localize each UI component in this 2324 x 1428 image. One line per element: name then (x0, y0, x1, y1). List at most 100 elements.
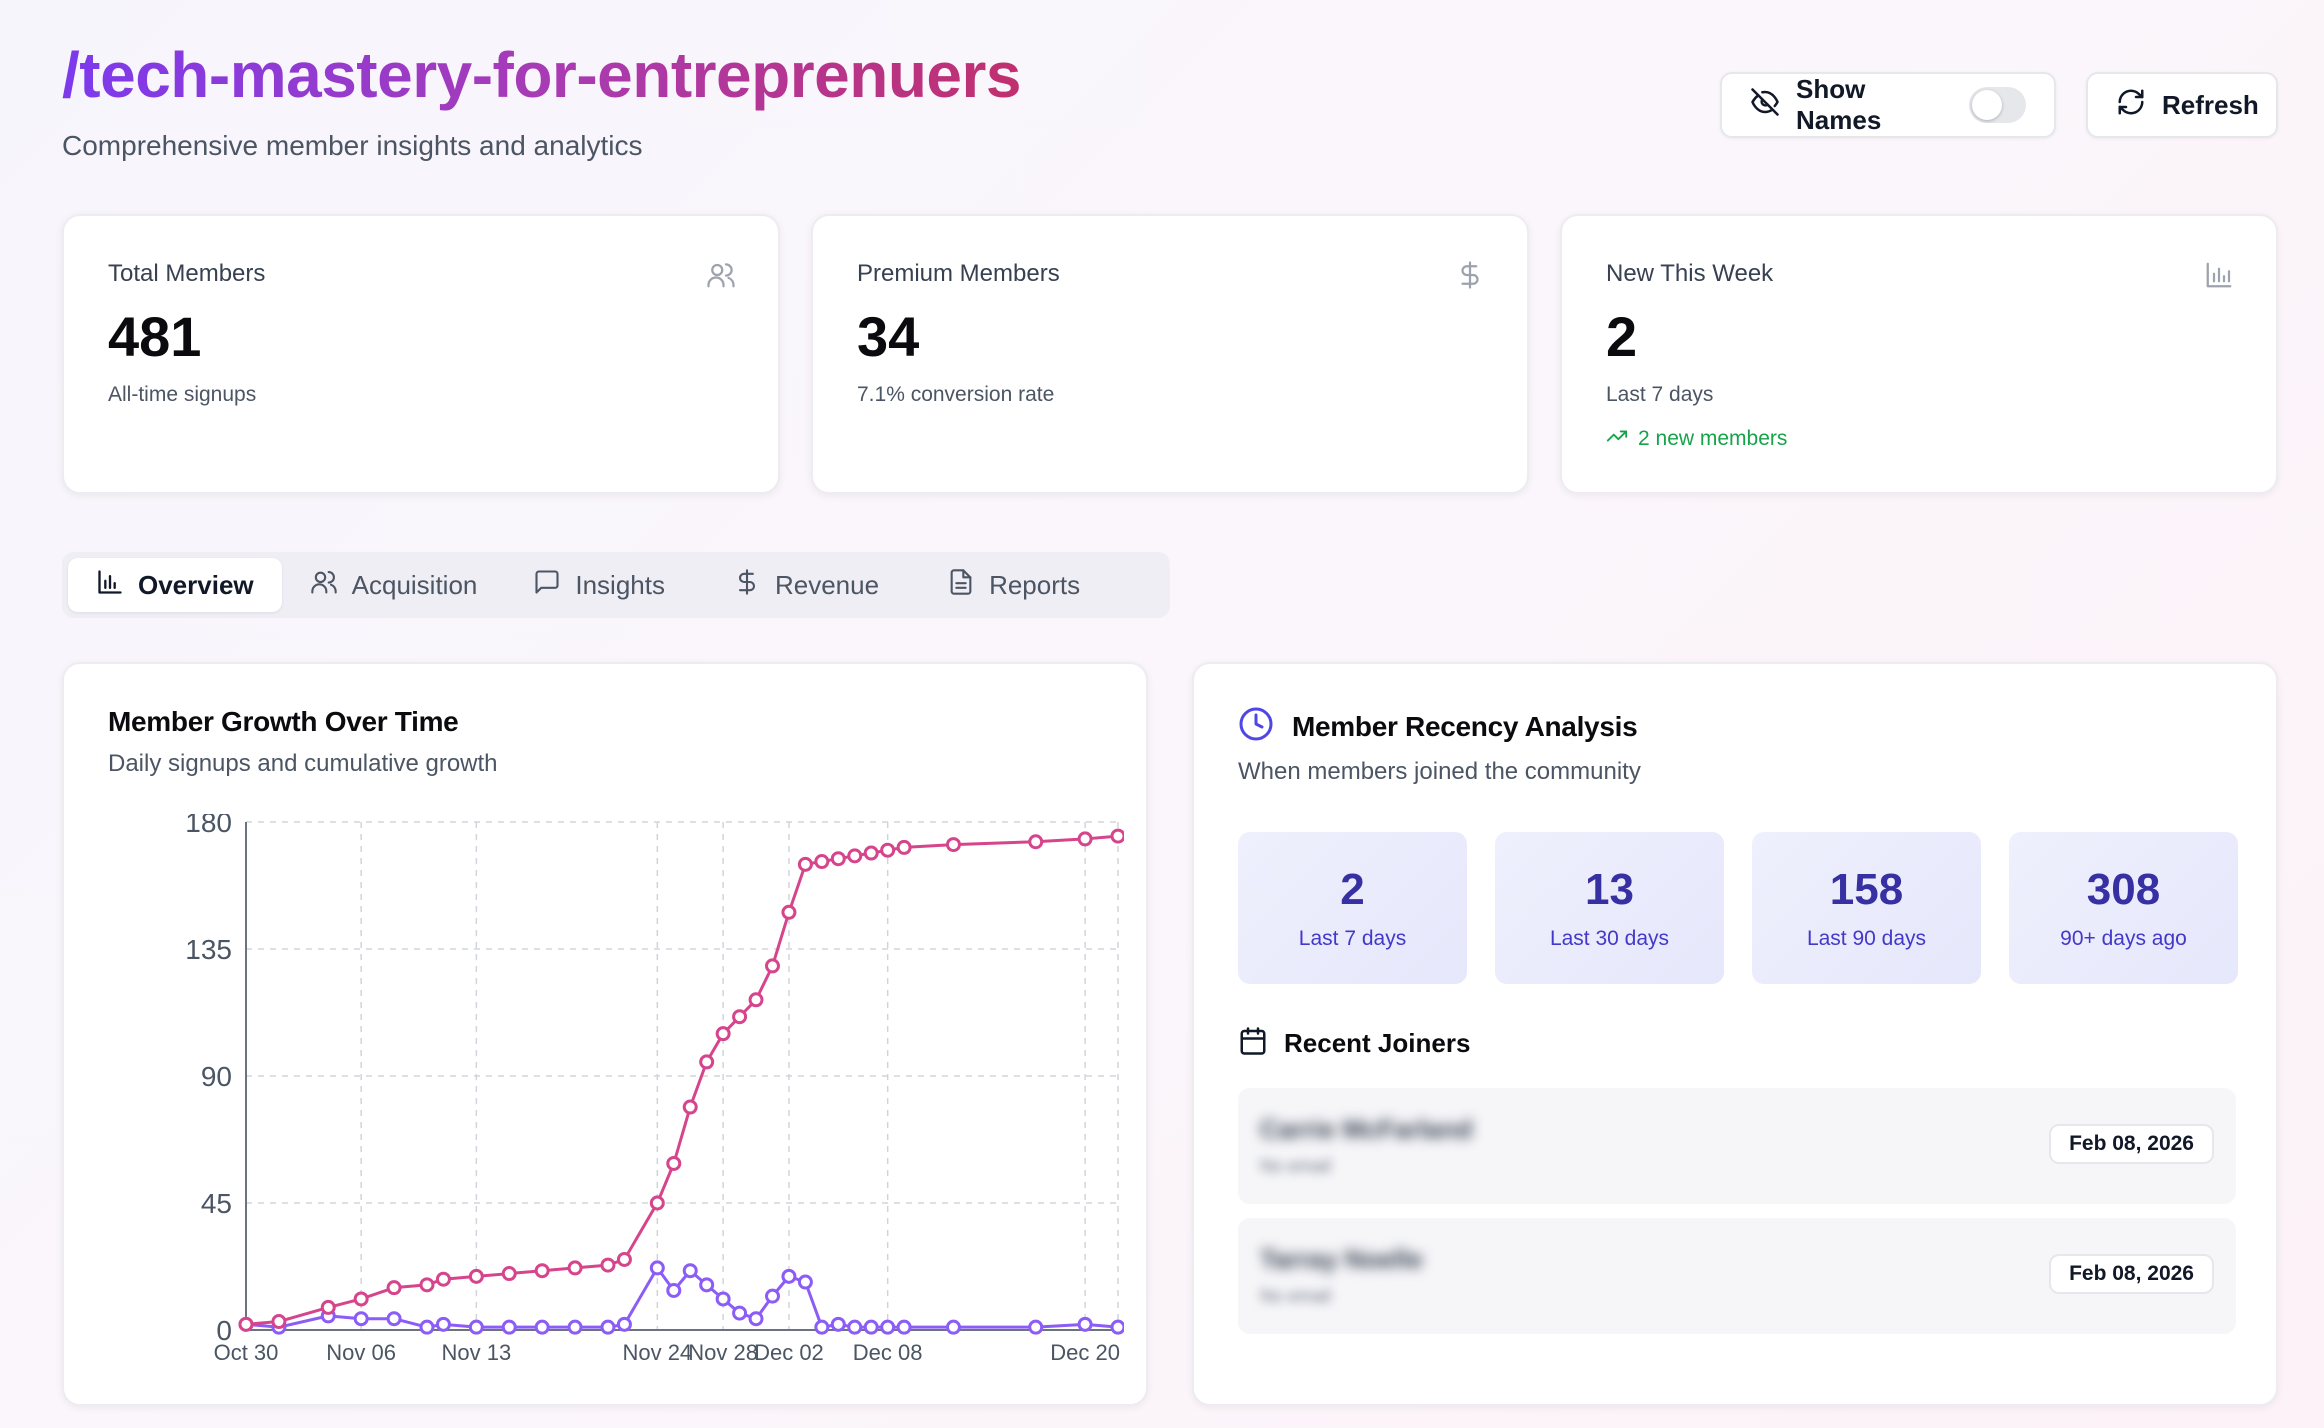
joiner-date-badge: Feb 08, 2026 (2049, 1254, 2214, 1294)
message-icon (533, 568, 561, 603)
data-point-cumulative (238, 1316, 254, 1332)
data-point-cumulative (781, 904, 797, 920)
stat-sub: All-time signups (108, 383, 257, 406)
y-tick-label: 135 (185, 934, 232, 965)
joiner-name: Tarray Noelle (1260, 1244, 1423, 1274)
data-point-cumulative (271, 1314, 287, 1330)
data-point-daily (732, 1305, 748, 1321)
data-point-daily (682, 1263, 698, 1279)
data-point-daily (945, 1319, 961, 1335)
recency-tile-90d: 158 Last 90 days (1752, 832, 1981, 984)
tile-label: Last 90 days (1806, 927, 1927, 950)
data-point-cumulative (649, 1195, 665, 1211)
x-tick-label: Nov 06 (326, 1340, 396, 1365)
data-point-cumulative (797, 856, 813, 872)
show-names-button[interactable]: Show Names (1720, 72, 2056, 138)
data-point-daily (1110, 1319, 1124, 1335)
stat-card-total-members: Total Members 481 All-time signups (62, 214, 780, 494)
joiner-email: No email (1260, 1156, 1332, 1176)
joiner-row[interactable]: Carrie McFarland No email Feb 08, 2026 (1238, 1088, 2236, 1204)
data-point-daily (616, 1316, 632, 1332)
bar-chart-icon (96, 568, 124, 603)
stat-value: 34 (857, 305, 920, 368)
data-point-cumulative (1028, 834, 1044, 850)
y-tick-label: 180 (185, 814, 232, 838)
data-point-daily (830, 1316, 846, 1332)
eye-off-icon (1750, 87, 1780, 124)
tile-value: 13 (1585, 865, 1634, 914)
growth-title: Member Growth Over Time (108, 706, 459, 737)
data-point-daily (764, 1288, 780, 1304)
x-tick-label: Nov 28 (688, 1340, 758, 1365)
recency-subtitle: When members joined the community (1238, 758, 1641, 785)
users-icon (706, 260, 736, 295)
data-point-daily (386, 1311, 402, 1327)
tile-label: Last 7 days (1298, 927, 1407, 950)
refresh-button[interactable]: Refresh (2086, 72, 2278, 138)
data-point-cumulative (435, 1271, 451, 1287)
data-point-daily (814, 1319, 830, 1335)
bar-chart-icon (2204, 260, 2234, 295)
data-point-cumulative (764, 958, 780, 974)
trending-up-icon (1606, 425, 1628, 453)
dollar-icon (733, 568, 761, 603)
data-point-cumulative (847, 848, 863, 864)
stat-trend: 2 new members (1606, 425, 2232, 453)
tab-label: Insights (575, 569, 665, 600)
series-line-cumulative (245, 834, 1119, 1326)
data-point-cumulative (699, 1054, 715, 1070)
stat-value: 481 (108, 305, 202, 368)
tab-overview[interactable]: Overview (68, 558, 282, 612)
stat-label: Total Members (108, 260, 266, 287)
x-tick-label: Dec 02 (754, 1340, 824, 1365)
tab-insights[interactable]: Insights (505, 558, 693, 612)
data-point-cumulative (386, 1280, 402, 1296)
joiner-date-badge: Feb 08, 2026 (2049, 1124, 2214, 1164)
data-point-daily (748, 1311, 764, 1327)
data-point-cumulative (896, 839, 912, 855)
tile-value: 158 (1829, 865, 1904, 914)
data-point-daily (353, 1311, 369, 1327)
data-point-daily (781, 1268, 797, 1284)
data-point-cumulative (814, 854, 830, 870)
data-point-cumulative (567, 1260, 583, 1276)
y-tick-label: 45 (201, 1188, 232, 1219)
tile-label: Last 30 days (1549, 927, 1670, 950)
recency-header: Member Recency Analysis (1238, 706, 1638, 747)
data-point-daily (896, 1319, 912, 1335)
stat-sub: 7.1% conversion rate (857, 383, 1055, 406)
data-point-cumulative (419, 1277, 435, 1293)
data-point-daily (567, 1319, 583, 1335)
show-names-toggle[interactable] (1968, 87, 2026, 123)
show-names-label: Show Names (1796, 74, 1882, 135)
tab-bar: Overview Acquisition Insights Revenue (62, 552, 1170, 618)
calendar-icon (1238, 1026, 1268, 1061)
file-icon (947, 568, 975, 603)
recency-tiles: 2 Last 7 days 13 Last 30 days 158 Last 9… (1238, 832, 2238, 984)
tile-value: 2 (1340, 865, 1365, 914)
tab-reports[interactable]: Reports (919, 558, 1108, 612)
recency-panel: Member Recency Analysis When members joi… (1192, 662, 2278, 1406)
recency-title: Member Recency Analysis (1292, 710, 1638, 742)
stat-label: Premium Members (857, 260, 1060, 287)
dollar-icon (1455, 260, 1485, 295)
recency-tile-7d: 2 Last 7 days (1238, 832, 1467, 984)
data-point-cumulative (945, 837, 961, 853)
users-icon (310, 568, 338, 603)
recency-tile-30d: 13 Last 30 days (1495, 832, 1724, 984)
data-point-cumulative (600, 1257, 616, 1273)
data-point-daily (600, 1319, 616, 1335)
data-point-cumulative (616, 1251, 632, 1267)
tab-acquisition[interactable]: Acquisition (282, 558, 506, 612)
stat-card-new-this-week: New This Week 2 Last 7 days 2 new member… (1560, 214, 2278, 494)
data-point-daily (797, 1274, 813, 1290)
growth-panel: Member Growth Over Time Daily signups an… (62, 662, 1148, 1406)
data-point-cumulative (748, 992, 764, 1008)
refresh-icon (2116, 87, 2146, 124)
joiner-name: Carrie McFarland (1260, 1114, 1473, 1144)
x-tick-label: Oct 30 (214, 1340, 279, 1365)
x-tick-label: Dec 20 (1050, 1340, 1120, 1365)
data-point-cumulative (501, 1266, 517, 1282)
joiner-row[interactable]: Tarray Noelle No email Feb 08, 2026 (1238, 1218, 2236, 1334)
tab-revenue[interactable]: Revenue (705, 558, 907, 612)
